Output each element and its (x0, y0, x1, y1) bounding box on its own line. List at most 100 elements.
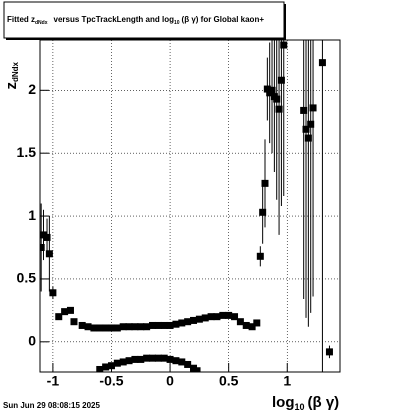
marker (201, 314, 209, 322)
marker (268, 86, 276, 94)
marker (84, 323, 92, 331)
x-axis-label: log10 (β γ) (272, 394, 339, 412)
marker (259, 208, 267, 216)
x-tick-label: 0 (166, 373, 174, 389)
title-sub: dNdx (35, 20, 48, 26)
marker (261, 179, 269, 187)
marker (184, 360, 192, 368)
marker (160, 354, 168, 362)
marker (166, 355, 174, 363)
marker (225, 311, 233, 319)
marker (40, 244, 45, 251)
y-tick-label: 2 (28, 81, 36, 97)
marker (275, 105, 283, 113)
marker (178, 358, 186, 366)
marker (195, 315, 203, 323)
marker (300, 106, 308, 114)
x-tick-label: -1 (47, 373, 60, 389)
marker (78, 321, 86, 329)
x-tick-label: 0.5 (219, 373, 239, 389)
marker (40, 231, 48, 239)
marker (55, 313, 63, 321)
marker (318, 59, 326, 67)
marker (256, 252, 264, 260)
marker (213, 313, 221, 321)
marker (149, 321, 156, 329)
marker (149, 354, 156, 362)
marker (125, 323, 133, 331)
chart-title: Fitted zdNdx versus TpcTrackLength and lo… (7, 15, 264, 26)
marker (102, 363, 110, 371)
marker (113, 359, 121, 367)
title-box (3, 1, 285, 39)
marker (119, 358, 127, 366)
y-tick-label: 0 (28, 333, 36, 349)
marker (66, 306, 74, 314)
marker (248, 323, 256, 331)
marker (154, 321, 162, 329)
marker (263, 85, 271, 93)
marker (219, 311, 227, 319)
marker (119, 323, 127, 331)
data-layer (40, 40, 333, 372)
y-label-main: z (3, 82, 20, 90)
marker (160, 321, 168, 329)
x-label-main: log (272, 394, 295, 411)
marker (184, 318, 192, 326)
marker (207, 313, 215, 321)
title-part: versus TpcTrackLength and log (54, 15, 175, 24)
x-label-sub: 10 (295, 402, 305, 412)
y-axis-label: zdNdx (3, 61, 20, 89)
marker (242, 321, 250, 329)
marker (172, 320, 180, 328)
marker (253, 319, 261, 327)
marker (96, 324, 104, 332)
marker (61, 308, 69, 316)
marker (143, 354, 151, 362)
y-tick-label: 1.5 (17, 144, 37, 160)
marker (309, 104, 317, 112)
marker (143, 323, 151, 331)
marker (190, 364, 198, 372)
title-part: Fitted z (7, 15, 35, 24)
marker (231, 313, 239, 321)
y-label-sub: dNdx (11, 61, 20, 82)
y-tick-label: 0.5 (17, 270, 37, 286)
marker (193, 367, 201, 372)
marker (70, 318, 78, 326)
marker (304, 134, 312, 142)
marker (131, 323, 139, 331)
marker (90, 324, 98, 332)
marker (178, 319, 186, 327)
marker (236, 318, 244, 326)
marker (137, 355, 145, 363)
marker (154, 354, 162, 362)
marker (125, 357, 133, 365)
plot-area (40, 40, 333, 372)
marker (273, 95, 281, 103)
x-label-end: (β γ) (308, 394, 340, 411)
marker (113, 324, 121, 332)
marker (102, 324, 110, 332)
marker (172, 357, 180, 365)
marker (302, 125, 310, 133)
marker (307, 120, 315, 128)
title-part: (β γ) for Global kaon+ (182, 15, 265, 24)
marker (107, 324, 115, 332)
marker (280, 41, 288, 49)
marker (131, 355, 139, 363)
marker (137, 323, 145, 331)
x-tick-label: 1 (283, 373, 291, 389)
plot-frame (39, 39, 341, 373)
marker (96, 365, 104, 372)
marker (325, 348, 333, 356)
marker (43, 233, 51, 241)
marker (45, 250, 53, 258)
y-tick-label: 1 (28, 207, 36, 223)
marker (190, 316, 198, 324)
x-tick-label: -0.5 (99, 373, 123, 389)
marker (277, 76, 285, 84)
timestamp: Sun Jun 29 08:08:15 2025 (3, 401, 100, 410)
